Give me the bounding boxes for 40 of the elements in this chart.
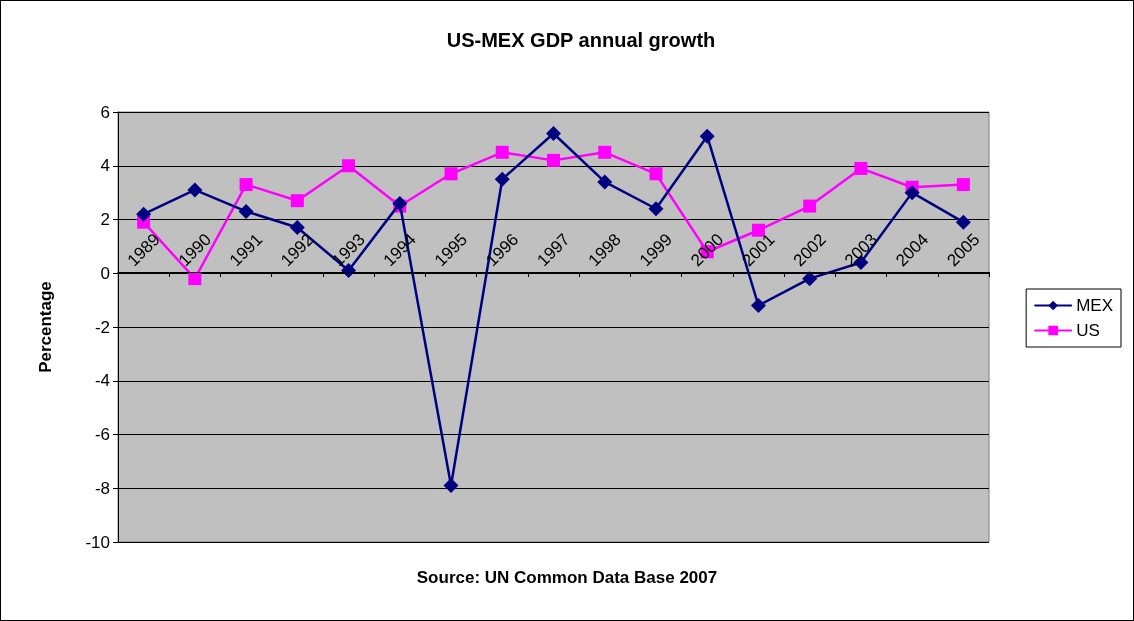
chart-title: US-MEX GDP annual growth (446, 29, 716, 51)
point (956, 178, 970, 192)
point (598, 145, 612, 159)
y-tick-label: 6 (100, 102, 110, 122)
point (188, 272, 202, 286)
legend-label: US (1076, 321, 1100, 340)
point (494, 171, 510, 187)
point (342, 159, 356, 173)
point (546, 126, 561, 141)
point (649, 167, 663, 181)
y-tick-label: -6 (94, 425, 110, 444)
y-tick-label: 2 (100, 210, 110, 229)
y-tick-label: -2 (94, 317, 110, 337)
y-tick-label: -4 (94, 371, 110, 391)
y-tick-label: 0 (100, 263, 110, 283)
y-tick-label: 4 (100, 156, 110, 176)
point (802, 271, 818, 287)
point (648, 201, 664, 217)
point (854, 161, 868, 175)
point (750, 298, 766, 313)
source-note: Source: UN Common Data Base 2007 (416, 568, 718, 587)
point (495, 145, 509, 159)
point (239, 178, 253, 192)
y-tick-label: -10 (85, 532, 110, 552)
point (443, 478, 459, 494)
y-axis-title: Percentage (36, 281, 55, 373)
point (290, 194, 304, 208)
point (187, 182, 203, 198)
point (444, 167, 458, 181)
point (136, 206, 152, 222)
point (238, 203, 254, 219)
point (392, 195, 408, 211)
point (904, 185, 920, 201)
point (597, 174, 613, 190)
point (955, 214, 971, 230)
y-tick-label: -8 (94, 478, 110, 498)
point (803, 199, 817, 213)
legend-label: MEX (1076, 296, 1113, 315)
point (547, 153, 560, 167)
point (699, 128, 715, 144)
